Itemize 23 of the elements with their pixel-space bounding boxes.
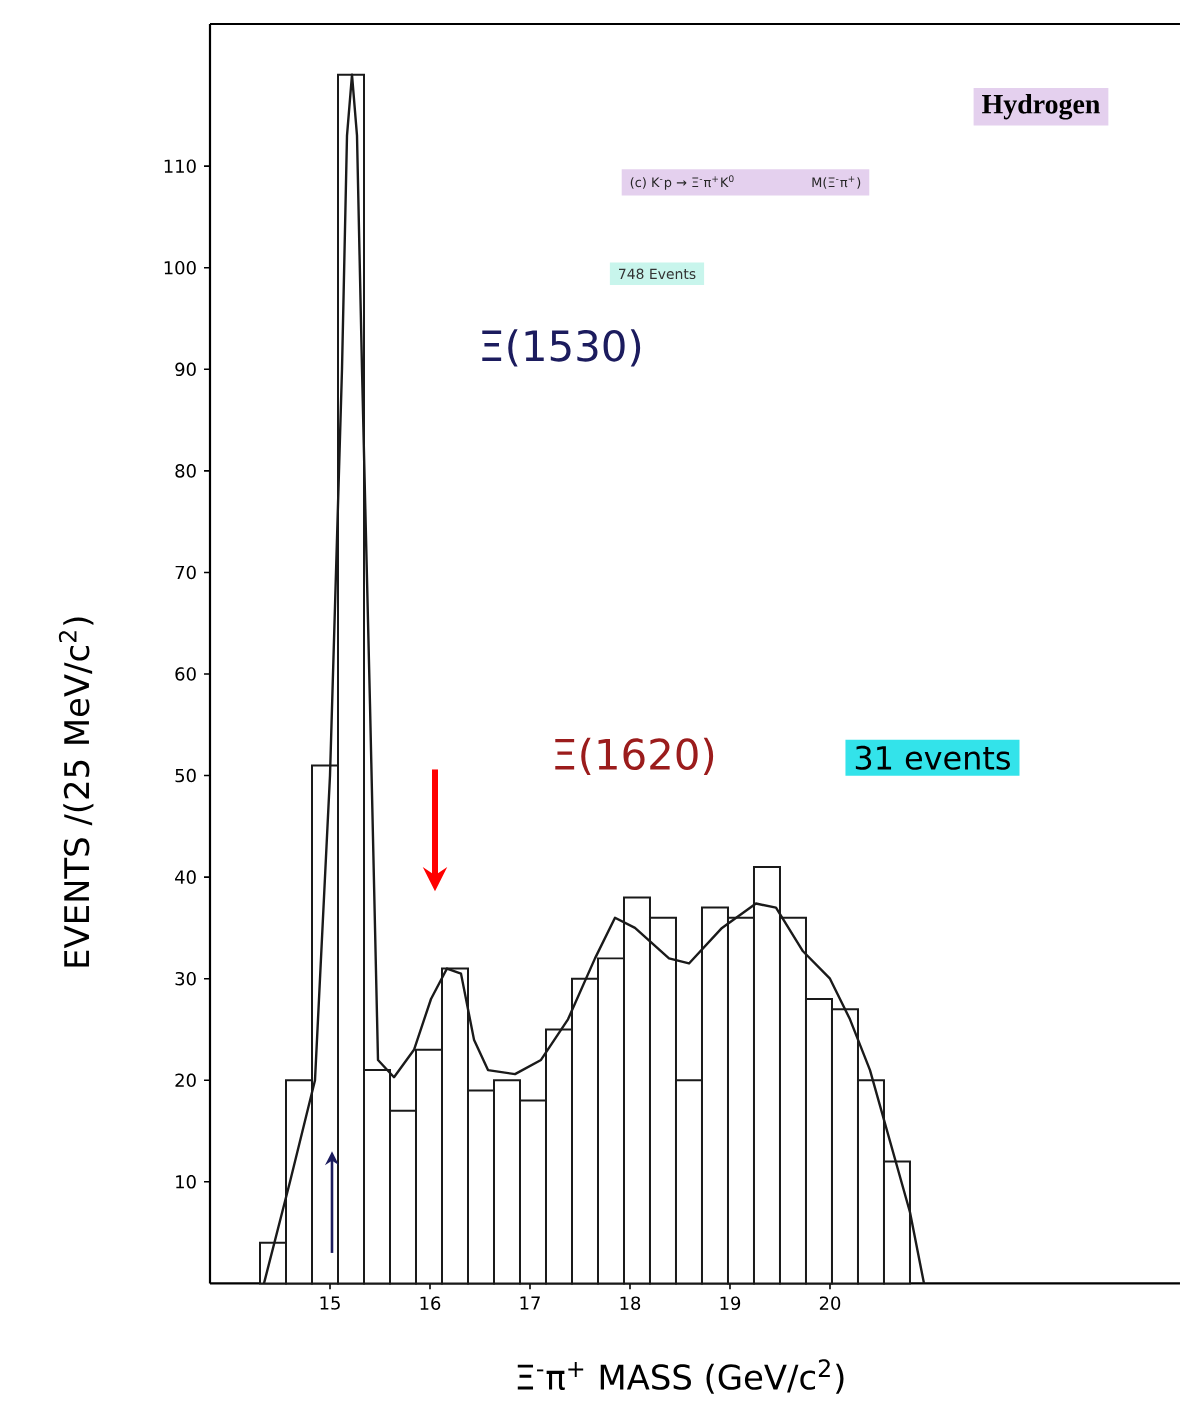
x-tick-label: 20	[819, 1296, 841, 1310]
y-tick-label: 50	[175, 768, 196, 783]
y-tick-label: 90	[175, 362, 196, 377]
y-tick-label: 40	[175, 870, 196, 884]
x-axis-title: Ξ$^{-}$π$^{+}$ MASS (GeV/c$^{2}$)	[517, 1359, 844, 1394]
y-tick-label: 100	[164, 260, 196, 275]
y-tick-label: 20	[175, 1073, 196, 1088]
x-tick-label: 18	[620, 1296, 641, 1310]
x-tick-label: 19	[720, 1296, 741, 1310]
y-tick-label: 70	[175, 565, 196, 580]
y-tick-label: 10	[176, 1175, 196, 1189]
annotation: Ξ(1530)	[482, 329, 641, 367]
x-tick-label: 15	[320, 1296, 340, 1310]
y-tick-label: 60	[175, 667, 196, 681]
annotation: 31 events	[855, 745, 1010, 770]
annotation: Ξ(1620)	[555, 737, 714, 775]
y-tick-label: 110	[164, 159, 196, 173]
x-tick-label: 16	[420, 1296, 441, 1310]
annotation: Hydrogen	[982, 93, 1100, 120]
y-tick-label: 30	[175, 971, 196, 986]
x-tick-label: 17	[520, 1296, 540, 1310]
y-axis-title: EVENTS /(25 MeV/c$^{2}$)	[58, 617, 94, 967]
y-tick-label: 80	[175, 464, 196, 478]
